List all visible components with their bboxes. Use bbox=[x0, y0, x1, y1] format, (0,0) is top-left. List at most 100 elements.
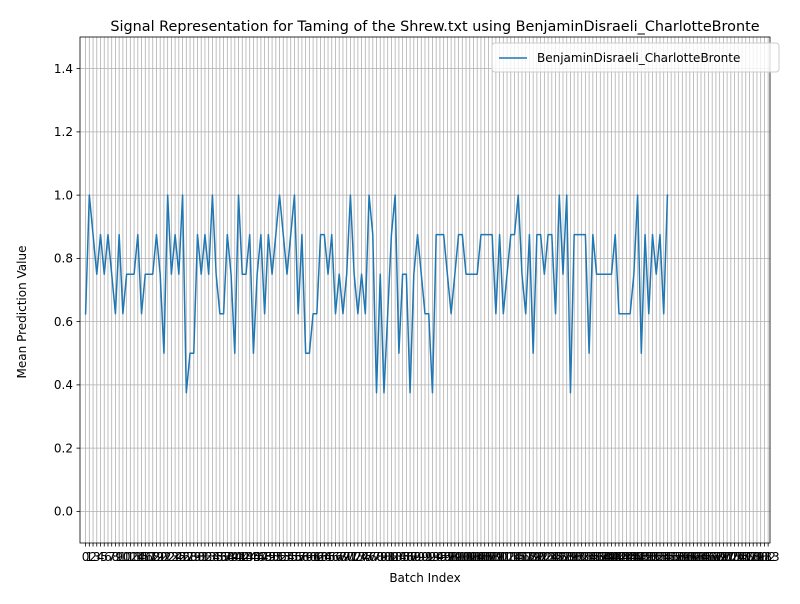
y-tick-label: 0.8 bbox=[54, 252, 73, 266]
axis-layer: 0.00.20.40.60.81.01.21.40123456789101112… bbox=[54, 62, 780, 564]
x-tick-label: 159 bbox=[667, 550, 690, 564]
x-tick-label: 106 bbox=[469, 550, 492, 564]
x-tick-label: 109 bbox=[481, 550, 504, 564]
x-tick-label: 19 bbox=[149, 550, 164, 564]
x-tick-label: 119 bbox=[518, 550, 541, 564]
x-tick-label: 27 bbox=[179, 550, 194, 564]
x-tick-label: 1 bbox=[86, 550, 94, 564]
x-tick-label: 90 bbox=[414, 550, 429, 564]
x-tick-label: 23 bbox=[164, 550, 179, 564]
x-tick-label: 138 bbox=[589, 550, 612, 564]
y-tick-label: 1.2 bbox=[54, 125, 73, 139]
x-tick-label: 178 bbox=[738, 550, 761, 564]
x-tick-label: 94 bbox=[429, 550, 444, 564]
x-axis-label: Batch Index bbox=[389, 571, 460, 585]
chart-title: Signal Representation for Taming of the … bbox=[110, 19, 759, 35]
x-tick-label: 96 bbox=[436, 550, 451, 564]
x-tick-label: 141 bbox=[600, 550, 623, 564]
x-tick-label: 129 bbox=[555, 550, 578, 564]
x-tick-label: 26 bbox=[175, 550, 190, 564]
x-tick-label: 67 bbox=[328, 550, 343, 564]
x-tick-label: 161 bbox=[675, 550, 698, 564]
x-tick-label: 15 bbox=[134, 550, 149, 564]
x-tick-label: 113 bbox=[496, 550, 519, 564]
x-tick-label: 103 bbox=[458, 550, 481, 564]
x-tick-label: 41 bbox=[231, 550, 246, 564]
x-tick-label: 121 bbox=[525, 550, 548, 564]
x-tick-label: 105 bbox=[466, 550, 489, 564]
x-tick-label: 153 bbox=[645, 550, 668, 564]
y-axis-label: Mean Prediction Value bbox=[15, 246, 29, 379]
x-tick-label: 46 bbox=[250, 550, 265, 564]
x-tick-label: 22 bbox=[160, 550, 175, 564]
x-tick-label: 92 bbox=[421, 550, 436, 564]
legend-label: BenjaminDisraeli_CharlotteBronte bbox=[537, 51, 740, 65]
x-tick-label: 63 bbox=[313, 550, 328, 564]
x-tick-label: 4 bbox=[97, 550, 105, 564]
x-tick-label: 101 bbox=[451, 550, 474, 564]
x-tick-label: 146 bbox=[619, 550, 642, 564]
x-tick-label: 176 bbox=[731, 550, 754, 564]
x-tick-label: 49 bbox=[261, 550, 276, 564]
x-tick-label: 83 bbox=[388, 550, 403, 564]
x-tick-label: 65 bbox=[320, 550, 335, 564]
x-tick-label: 144 bbox=[611, 550, 634, 564]
x-tick-label: 58 bbox=[294, 550, 309, 564]
x-tick-label: 180 bbox=[745, 550, 768, 564]
x-tick-label: 0 bbox=[82, 550, 90, 564]
x-tick-label: 132 bbox=[566, 550, 589, 564]
x-tick-label: 131 bbox=[563, 550, 586, 564]
x-tick-label: 81 bbox=[380, 550, 395, 564]
x-tick-label: 50 bbox=[264, 550, 279, 564]
x-tick-label: 21 bbox=[156, 550, 171, 564]
x-tick-label: 16 bbox=[138, 550, 153, 564]
x-tick-label: 61 bbox=[305, 550, 320, 564]
y-tick-label: 1.0 bbox=[54, 188, 73, 202]
x-tick-label: 45 bbox=[246, 550, 261, 564]
x-tick-label: 167 bbox=[697, 550, 720, 564]
x-tick-label: 80 bbox=[376, 550, 391, 564]
y-tick-label: 1.4 bbox=[54, 62, 73, 76]
x-tick-label: 108 bbox=[477, 550, 500, 564]
x-tick-label: 142 bbox=[604, 550, 627, 564]
x-tick-label: 104 bbox=[462, 550, 485, 564]
x-tick-label: 20 bbox=[153, 550, 168, 564]
series-layer bbox=[84, 194, 669, 394]
x-tick-label: 53 bbox=[276, 550, 291, 564]
x-tick-label: 77 bbox=[365, 550, 380, 564]
x-tick-label: 152 bbox=[641, 550, 664, 564]
x-tick-label: 114 bbox=[499, 550, 522, 564]
x-tick-label: 13 bbox=[126, 550, 141, 564]
x-tick-label: 177 bbox=[734, 550, 757, 564]
x-tick-label: 39 bbox=[223, 550, 238, 564]
x-tick-label: 78 bbox=[369, 550, 384, 564]
x-tick-label: 18 bbox=[145, 550, 160, 564]
x-tick-label: 14 bbox=[130, 550, 145, 564]
x-tick-label: 91 bbox=[417, 550, 432, 564]
x-tick-label: 59 bbox=[298, 550, 313, 564]
x-tick-label: 25 bbox=[171, 550, 186, 564]
x-tick-label: 137 bbox=[585, 550, 608, 564]
x-tick-label: 128 bbox=[552, 550, 575, 564]
x-tick-label: 44 bbox=[242, 550, 257, 564]
x-tick-label: 169 bbox=[704, 550, 727, 564]
x-tick-label: 70 bbox=[339, 550, 354, 564]
x-tick-label: 110 bbox=[484, 550, 507, 564]
x-tick-label: 73 bbox=[350, 550, 365, 564]
x-tick-label: 135 bbox=[578, 550, 601, 564]
x-tick-label: 82 bbox=[384, 550, 399, 564]
x-tick-label: 162 bbox=[678, 550, 701, 564]
x-tick-label: 123 bbox=[533, 550, 556, 564]
x-tick-label: 150 bbox=[634, 550, 657, 564]
x-tick-label: 149 bbox=[630, 550, 653, 564]
x-tick-label: 6 bbox=[104, 550, 112, 564]
x-tick-label: 33 bbox=[201, 550, 216, 564]
x-tick-label: 126 bbox=[544, 550, 567, 564]
x-tick-label: 97 bbox=[440, 550, 455, 564]
x-tick-label: 134 bbox=[574, 550, 597, 564]
x-tick-label: 85 bbox=[395, 550, 410, 564]
x-tick-label: 71 bbox=[343, 550, 358, 564]
x-tick-label: 147 bbox=[622, 550, 645, 564]
x-tick-label: 154 bbox=[649, 550, 672, 564]
